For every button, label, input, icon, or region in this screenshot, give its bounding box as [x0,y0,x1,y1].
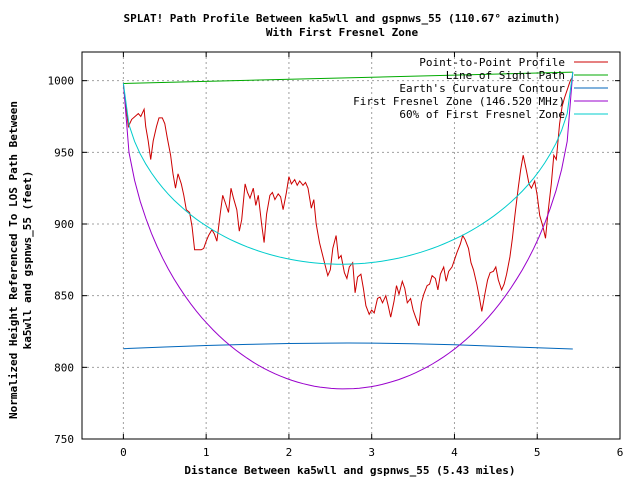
plot-frame [81,51,621,440]
legend-label: 60% of First Fresnel Zone [399,108,565,121]
legend-label: First Fresnel Zone (146.520 MHz) [353,95,565,108]
y-axis-label-line2: ka5wll and gspnws_55 (feet) [21,171,34,350]
y-tick-label: 800 [54,361,74,374]
axis-ticks: 0 1 2 3 4 5 6 750 800 850 900 950 1000 [48,52,624,459]
series-line-0 [122,76,574,326]
y-tick-label: 850 [54,290,74,303]
legend-label: Point-to-Point Profile [419,56,565,69]
chart-title: SPLAT! Path Profile Between ka5wll and g… [123,12,560,25]
x-tick-label: 0 [120,446,127,459]
x-tick-label: 3 [368,446,375,459]
y-axis-label-line1: Normalized Height Referenced To LOS Path… [7,101,20,419]
x-tick-label: 2 [286,446,293,459]
series-group [122,71,574,390]
y-tick-label: 950 [54,146,74,159]
x-tick-label: 1 [203,446,210,459]
x-tick-label: 4 [451,446,458,459]
x-tick-label: 5 [534,446,541,459]
series-line-4 [122,72,574,265]
legend-label: Earth's Curvature Contour [399,82,565,95]
y-tick-label: 1000 [48,75,75,88]
y-tick-label: 750 [54,433,74,446]
series-line-3 [122,72,574,390]
series-line-2 [123,342,573,350]
series-line-1 [123,71,573,84]
chart-subtitle: With First Fresnel Zone [266,26,419,39]
x-tick-label: 6 [617,446,624,459]
legend-label: Line of Sight Path [446,69,565,82]
x-axis-label: Distance Between ka5wll and gspnws_55 (5… [184,464,515,477]
y-tick-label: 900 [54,218,74,231]
